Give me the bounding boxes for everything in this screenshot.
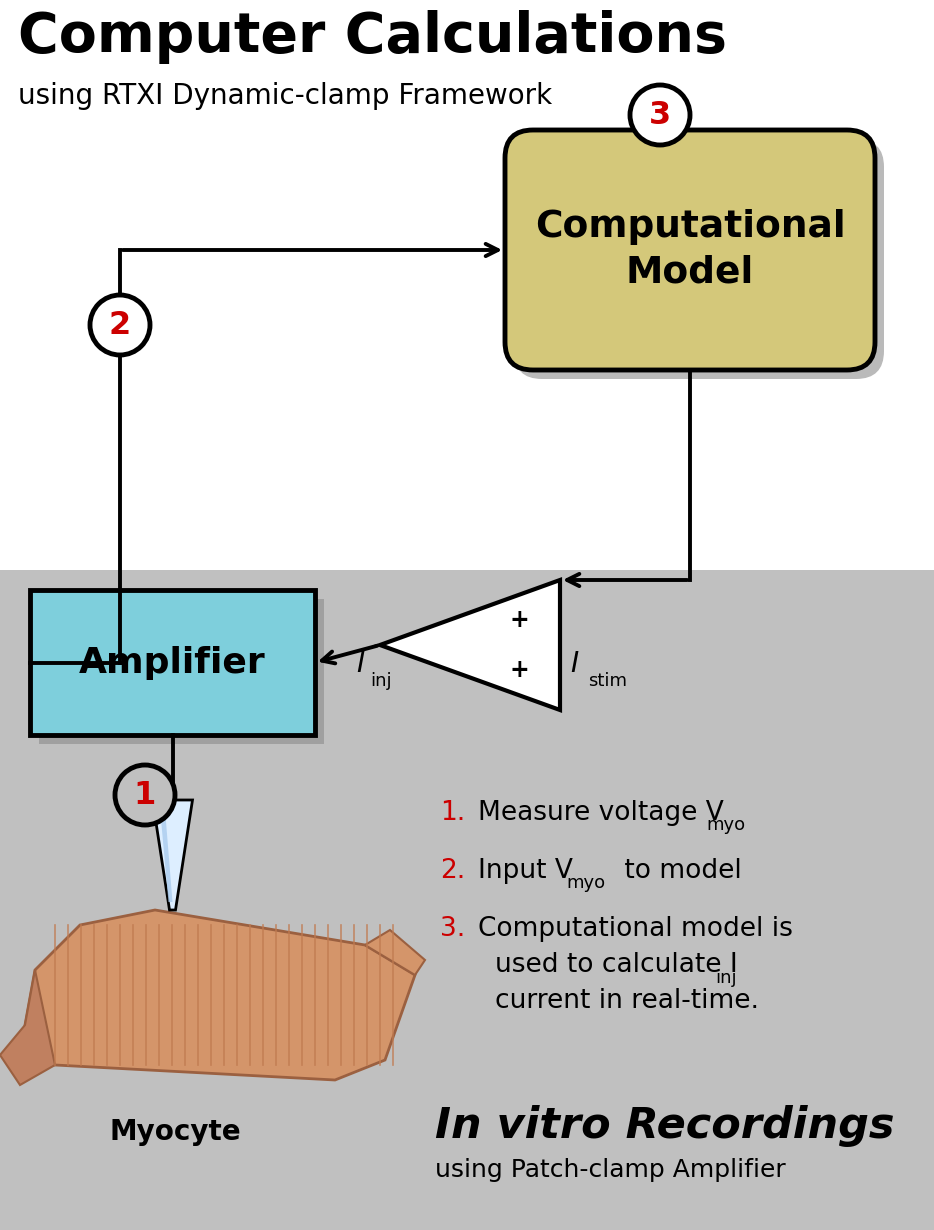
Text: Input V: Input V xyxy=(478,859,573,884)
Text: $I$: $I$ xyxy=(570,649,579,678)
Text: myo: myo xyxy=(566,875,605,892)
Text: 1.: 1. xyxy=(440,800,465,827)
Text: used to calculate I: used to calculate I xyxy=(495,952,738,978)
Text: Computer Calculations: Computer Calculations xyxy=(18,10,727,64)
Text: current in real-time.: current in real-time. xyxy=(495,988,759,1014)
Polygon shape xyxy=(365,930,425,975)
Text: 3.: 3. xyxy=(440,916,465,942)
Text: $I$: $I$ xyxy=(356,649,365,678)
Circle shape xyxy=(115,765,175,825)
Text: 3: 3 xyxy=(649,100,671,130)
Text: using RTXI Dynamic-clamp Framework: using RTXI Dynamic-clamp Framework xyxy=(18,82,552,109)
Polygon shape xyxy=(0,970,55,1085)
Text: using Patch-clamp Amplifier: using Patch-clamp Amplifier xyxy=(435,1157,785,1182)
Text: Myocyte: Myocyte xyxy=(109,1118,241,1146)
Bar xyxy=(0,569,934,1230)
Text: Measure voltage V: Measure voltage V xyxy=(478,800,724,827)
Text: +: + xyxy=(510,609,530,632)
Text: 2: 2 xyxy=(109,310,131,341)
Polygon shape xyxy=(152,800,192,910)
Text: Computational model is: Computational model is xyxy=(478,916,793,942)
Text: Computational
Model: Computational Model xyxy=(534,209,845,292)
FancyBboxPatch shape xyxy=(505,130,875,370)
Text: myo: myo xyxy=(706,815,745,834)
Bar xyxy=(0,0,934,569)
Text: inj: inj xyxy=(715,969,737,986)
Circle shape xyxy=(90,295,150,355)
Polygon shape xyxy=(25,910,415,1080)
Text: 1: 1 xyxy=(134,780,156,811)
Text: In vitro Recordings: In vitro Recordings xyxy=(435,1105,895,1148)
FancyBboxPatch shape xyxy=(514,139,884,379)
Text: stim: stim xyxy=(588,672,627,690)
Polygon shape xyxy=(160,803,173,902)
Bar xyxy=(30,590,315,736)
Text: inj: inj xyxy=(370,672,391,690)
Bar xyxy=(39,599,324,744)
Text: Amplifier: Amplifier xyxy=(79,646,266,679)
Polygon shape xyxy=(380,581,560,710)
Circle shape xyxy=(630,85,690,145)
Text: +: + xyxy=(510,658,530,681)
Text: to model: to model xyxy=(616,859,742,884)
Text: 2.: 2. xyxy=(440,859,465,884)
